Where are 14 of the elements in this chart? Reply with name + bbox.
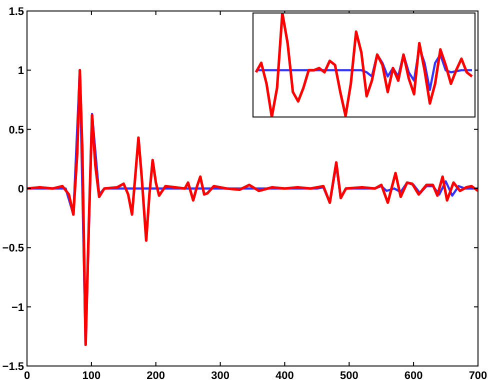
y-tick-label: −1.5 — [2, 361, 24, 373]
x-tick-label: 500 — [340, 370, 358, 382]
x-tick-label: 300 — [211, 370, 230, 382]
y-tick-label: 0.5 — [8, 124, 24, 136]
y-tick-label: 1 — [18, 65, 24, 78]
x-tick-label: 400 — [276, 370, 294, 382]
y-tick-label: 0 — [18, 184, 24, 196]
x-tick-label: 700 — [468, 370, 488, 382]
y-tick-label: −1 — [11, 302, 24, 314]
y-tick-label: 1.5 — [8, 6, 24, 18]
x-tick-label: 200 — [146, 370, 166, 382]
x-tick-label: 100 — [82, 370, 101, 382]
x-tick-label: 600 — [404, 370, 423, 382]
y-tick-label: −0.5 — [2, 242, 24, 255]
